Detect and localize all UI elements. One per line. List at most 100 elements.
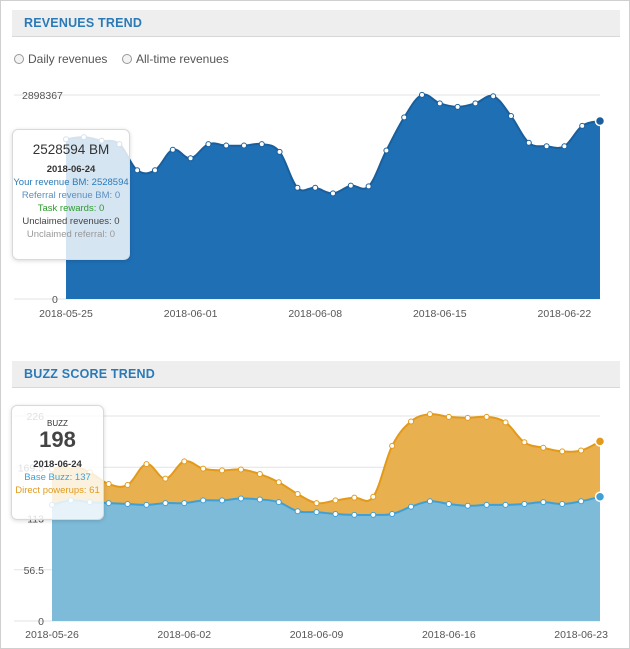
revenue-point bbox=[312, 184, 319, 191]
powerups-point bbox=[578, 447, 585, 454]
powerups-point bbox=[332, 497, 339, 504]
x-tick-label: 2018-06-22 bbox=[538, 308, 592, 320]
base-buzz-point bbox=[483, 501, 490, 508]
x-tick-label: 2018-06-02 bbox=[157, 629, 211, 641]
x-tick-label: 2018-06-09 bbox=[290, 629, 344, 641]
revenue-point bbox=[258, 141, 265, 148]
revenue-point bbox=[294, 184, 301, 191]
revenue-point bbox=[401, 114, 408, 121]
powerups-point bbox=[426, 411, 433, 418]
y-tick-label: 0 bbox=[38, 616, 44, 628]
buzz-tooltip: BUZZ 198 2018-06-24 Base Buzz: 137 Direc… bbox=[11, 405, 104, 520]
revenue-point bbox=[187, 155, 194, 162]
powerups-point bbox=[464, 414, 471, 421]
tooltip-date: 2018-06-24 bbox=[46, 164, 96, 175]
base-buzz-point bbox=[370, 511, 377, 518]
powerups-point bbox=[502, 419, 509, 426]
powerups-point bbox=[219, 467, 226, 474]
powerups-point bbox=[162, 475, 169, 482]
base-buzz-point bbox=[294, 508, 301, 515]
base-buzz-point bbox=[464, 502, 471, 509]
powerups-point bbox=[237, 466, 244, 473]
revenue-point bbox=[134, 167, 141, 174]
revenue-point bbox=[561, 143, 568, 150]
tooltip-task-rewards: Task rewards: 0 bbox=[37, 203, 105, 214]
revenue-point bbox=[472, 100, 479, 107]
daily-revenues-label: Daily revenues bbox=[28, 52, 108, 66]
powerups-point bbox=[313, 500, 320, 507]
powerups-point bbox=[559, 448, 566, 455]
tooltip-unclaimed-referral: Unclaimed referral: 0 bbox=[26, 229, 116, 240]
powerups-point bbox=[105, 481, 112, 488]
revenue-point bbox=[276, 148, 283, 155]
x-tick-label: 2018-05-25 bbox=[39, 308, 93, 320]
powerups-point bbox=[540, 444, 547, 451]
y-tick-label: 2898367 bbox=[22, 90, 63, 102]
radio-circle-icon bbox=[122, 54, 132, 64]
powerups-point bbox=[256, 471, 263, 478]
buzz-header: BUZZ SCORE TREND bbox=[12, 361, 620, 388]
revenue-point bbox=[419, 91, 425, 98]
powerups-point bbox=[275, 479, 282, 486]
revenue-point bbox=[525, 139, 532, 146]
base-buzz-point bbox=[237, 495, 244, 502]
base-buzz-point bbox=[559, 500, 566, 507]
revenue-point bbox=[490, 93, 497, 100]
revenue-point bbox=[579, 122, 586, 129]
x-tick-label: 2018-06-23 bbox=[554, 629, 608, 641]
base-buzz-point bbox=[408, 503, 415, 510]
daily-revenues-radio[interactable]: Daily revenues bbox=[14, 52, 107, 66]
revenue-point bbox=[594, 115, 606, 127]
revenue-point bbox=[383, 147, 390, 154]
base-buzz-point bbox=[124, 500, 131, 507]
revenue-tooltip: 2528594 BM 2018-06-24 Your revenue BM: 2… bbox=[12, 129, 130, 260]
x-tick-label: 2018-05-26 bbox=[25, 629, 79, 641]
revenue-point bbox=[205, 141, 212, 148]
base-buzz-point bbox=[332, 510, 339, 517]
base-buzz-point bbox=[426, 498, 433, 505]
powerups-point bbox=[181, 458, 188, 465]
base-buzz-point bbox=[521, 500, 528, 507]
base-buzz-point bbox=[351, 511, 358, 518]
tooltip-direct-powerups: Direct powerups: 61 bbox=[15, 485, 100, 496]
tooltip-base-buzz: Base Buzz: 137 bbox=[24, 472, 91, 483]
base-buzz-point bbox=[162, 500, 169, 507]
tooltip-buzz-date: 2018-06-24 bbox=[33, 459, 82, 470]
base-buzz-point bbox=[256, 496, 263, 503]
base-buzz-point bbox=[200, 497, 207, 504]
powerups-point bbox=[200, 465, 207, 472]
base-buzz-point bbox=[219, 497, 226, 504]
base-buzz-point bbox=[594, 491, 606, 502]
alltime-revenues-label: All-time revenues bbox=[136, 52, 229, 66]
x-tick-label: 2018-06-15 bbox=[413, 308, 467, 320]
base-buzz-point bbox=[105, 500, 112, 507]
x-tick-label: 2018-06-08 bbox=[288, 308, 342, 320]
revenue-point bbox=[436, 100, 443, 107]
revenue-point bbox=[241, 142, 247, 149]
y-tick-label: 0 bbox=[52, 294, 58, 306]
tooltip-your-revenue: Your revenue BM: 2528594 bbox=[13, 177, 129, 188]
revenue-point bbox=[169, 146, 176, 153]
revenue-point bbox=[508, 113, 514, 120]
revenue-point bbox=[152, 167, 158, 174]
powerups-point bbox=[445, 413, 452, 420]
revenues-header: REVENUES TREND bbox=[12, 10, 620, 37]
powerups-point bbox=[483, 413, 490, 420]
tooltip-referral-revenue: Referral revenue BM: 0 bbox=[21, 190, 121, 201]
powerups-point bbox=[389, 442, 396, 449]
base-buzz-point bbox=[313, 509, 320, 516]
base-buzz-area bbox=[52, 496, 600, 621]
revenue-point bbox=[543, 143, 550, 150]
powerups-point bbox=[143, 461, 150, 468]
base-buzz-point bbox=[578, 498, 585, 505]
base-buzz-point bbox=[540, 499, 547, 506]
base-buzz-point bbox=[389, 510, 396, 517]
alltime-revenues-radio[interactable]: All-time revenues bbox=[122, 52, 229, 66]
tooltip-buzz-value: 198 bbox=[39, 427, 76, 452]
buzz-title: BUZZ SCORE TREND bbox=[24, 367, 155, 381]
base-buzz-point bbox=[275, 499, 282, 506]
base-buzz-point bbox=[445, 500, 452, 507]
powerups-area bbox=[52, 414, 600, 515]
revenue-point bbox=[223, 142, 230, 149]
